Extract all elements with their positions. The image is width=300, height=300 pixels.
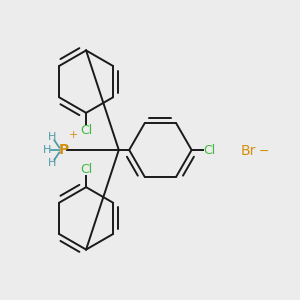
Text: Cl: Cl	[203, 143, 216, 157]
Text: +: +	[69, 130, 78, 140]
Text: Cl: Cl	[80, 163, 92, 176]
Text: P: P	[59, 143, 69, 157]
Text: −: −	[259, 145, 270, 158]
Text: Br: Br	[240, 145, 256, 158]
Text: H: H	[48, 132, 56, 142]
Text: H: H	[48, 158, 56, 168]
Text: Cl: Cl	[80, 124, 92, 137]
Text: H: H	[43, 145, 52, 155]
